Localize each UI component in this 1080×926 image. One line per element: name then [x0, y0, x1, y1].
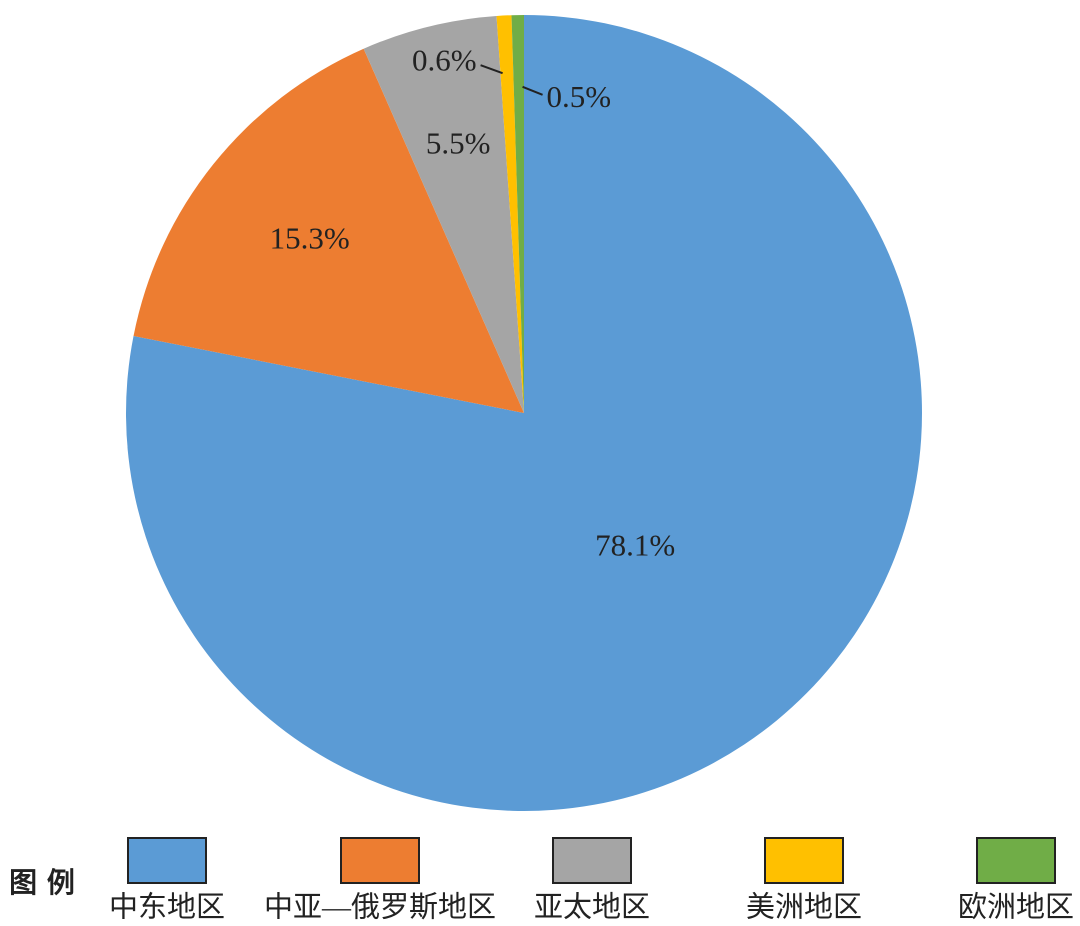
legend-label: 中亚—俄罗斯地区 [264, 891, 496, 924]
legend-title: 图 例 [9, 866, 75, 899]
data-label: 5.5% [426, 125, 491, 160]
legend-swatch [127, 837, 207, 884]
legend-label: 中东地区 [109, 891, 225, 924]
legend-swatch [552, 837, 632, 884]
pie-slice [511, 15, 524, 413]
data-label: 78.1% [595, 527, 675, 562]
legend-swatch [764, 837, 844, 884]
legend-label: 亚太地区 [534, 891, 650, 924]
pie-slice [363, 15, 524, 413]
legend-swatch [340, 837, 420, 884]
pie-slice [496, 15, 524, 414]
data-label: 15.3% [270, 220, 350, 255]
data-label: 0.6% [412, 42, 477, 77]
leader-line [522, 85, 543, 96]
legend-label: 欧洲地区 [958, 891, 1074, 924]
data-label: 0.5% [547, 79, 612, 114]
pie-slice [133, 48, 524, 414]
legend-swatch [976, 837, 1056, 884]
legend-label: 美洲地区 [746, 891, 862, 924]
leader-line [480, 64, 503, 75]
